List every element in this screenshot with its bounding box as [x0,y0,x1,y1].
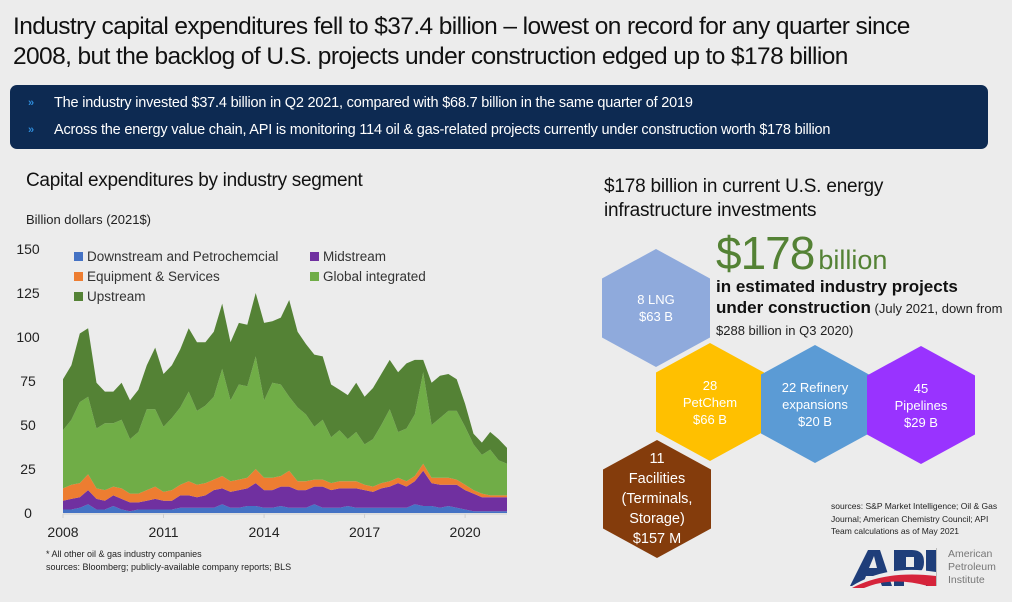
hex-label: Facilities [628,471,686,487]
legend-swatch [310,272,319,281]
key-point: » Across the energy value chain, API is … [28,118,830,142]
description-bold: in estimated industry projects under con… [716,277,958,317]
x-tick-label: 2011 [148,524,178,540]
legend-label: Midstream [323,249,386,264]
headline: Industry capital expenditures fell to $3… [13,12,1003,72]
legend-label: Downstream and Petrochemcial [87,249,278,264]
hex-value: $66 B [693,411,727,427]
legend-label: Equipment & Services [87,269,220,284]
x-tick-label: 2017 [349,524,380,540]
hex-count: 45 [913,380,929,396]
area-series-equipment-services [63,463,507,503]
big-total-unit: billion [818,245,888,275]
hex-value: $20 B [798,413,832,429]
y-tick-label: 150 [16,241,40,257]
legend-swatch [74,292,83,301]
legend-swatch [74,272,83,281]
chart-footnote: * All other oil & gas industry companies [46,549,202,559]
chart-title: Capital expenditures by industry segment [26,170,363,191]
area-series-upstream [63,293,507,464]
y-tick-label: 25 [20,461,36,477]
hex-label: expansions [782,396,848,412]
y-tick-label: 100 [16,329,40,345]
hexagon-refinery: 22 Refinery expansions $20 B [761,345,869,463]
area-series-downstream-and-petrochemcial [63,504,507,513]
area-series-midstream [63,470,507,512]
area-series-global-integrated [63,356,507,496]
description-note: (July 2021, down from $288 billion in Q3… [716,301,1003,338]
y-tick-label: 125 [16,285,40,301]
big-total-description: in estimated industry projects under con… [716,276,1006,341]
hexagon-pipelines: 45 Pipelines $29 B [867,346,975,464]
double-chevron-right-icon: » [28,97,34,109]
chart-sources: sources: Bloomberg; publicly-available c… [46,562,292,572]
x-tick-label: 2008 [47,524,78,540]
hex-value: $63 B [639,309,673,324]
logo-divider [936,548,937,586]
hex-label: 22 Refinery [781,379,849,395]
logo-text-line: American [948,548,993,560]
x-tick-label: 2020 [450,524,481,540]
infrastructure-sources: sources: S&P Market Intelligence; Oil & … [831,501,998,536]
y-tick-label: 50 [20,417,36,433]
infrastructure-title: $178 billion in current U.S. energy infr… [604,176,884,221]
legend-label: Upstream [87,289,146,304]
logo-text: American Petroleum Institute [948,548,996,587]
legend-label: Global integrated [323,269,426,284]
hexagon-lng: 8 LNG $63 B [602,249,710,367]
hex-label: Storage) [629,511,685,527]
api-logo-icon [850,550,936,588]
hex-value: $29 B [904,414,938,430]
double-chevron-right-icon: » [28,124,34,136]
big-total-number: $178 [716,227,815,279]
hex-value: $157 M [632,531,682,547]
hexagon-facilities: 11 Facilities (Terminals, Storage) $157 … [603,440,711,558]
hex-label: 8 LNG [637,292,675,307]
legend-swatch [74,252,83,261]
key-point-text: The industry invested $37.4 billion in Q… [54,95,693,111]
headline-line-2: 2008, but the backlog of U.S. projects u… [13,43,848,70]
hex-count: 11 [649,451,665,467]
legend-swatch [310,252,319,261]
big-total: $178 billion [716,226,887,280]
key-point-text: Across the energy value chain, API is mo… [54,122,831,138]
y-tick-label: 0 [24,505,32,521]
key-point: » The industry invested $37.4 billion in… [28,91,693,115]
hex-label: PetChem [682,394,738,410]
y-tick-label: 75 [20,373,36,389]
hexagon-petchem: 28 PetChem $66 B [656,343,764,461]
logo-text-line: Institute [948,574,985,586]
hex-label: Pipelines [894,397,948,413]
headline-line-1: Industry capital expenditures fell to $3… [13,13,910,40]
key-points-banner: » The industry invested $37.4 billion in… [10,85,988,149]
capex-stacked-area-chart: 0 25 50 75 100 125 150 2008 2011 2014 2017 2020 Down… [16,241,507,540]
hex-label: (Terminals, [621,491,693,507]
logo-text-line: Petroleum [948,561,996,573]
hex-count: 28 [702,377,718,393]
x-tick-label: 2014 [248,524,279,540]
chart-unit-label: Billion dollars (2021$) [26,212,152,227]
